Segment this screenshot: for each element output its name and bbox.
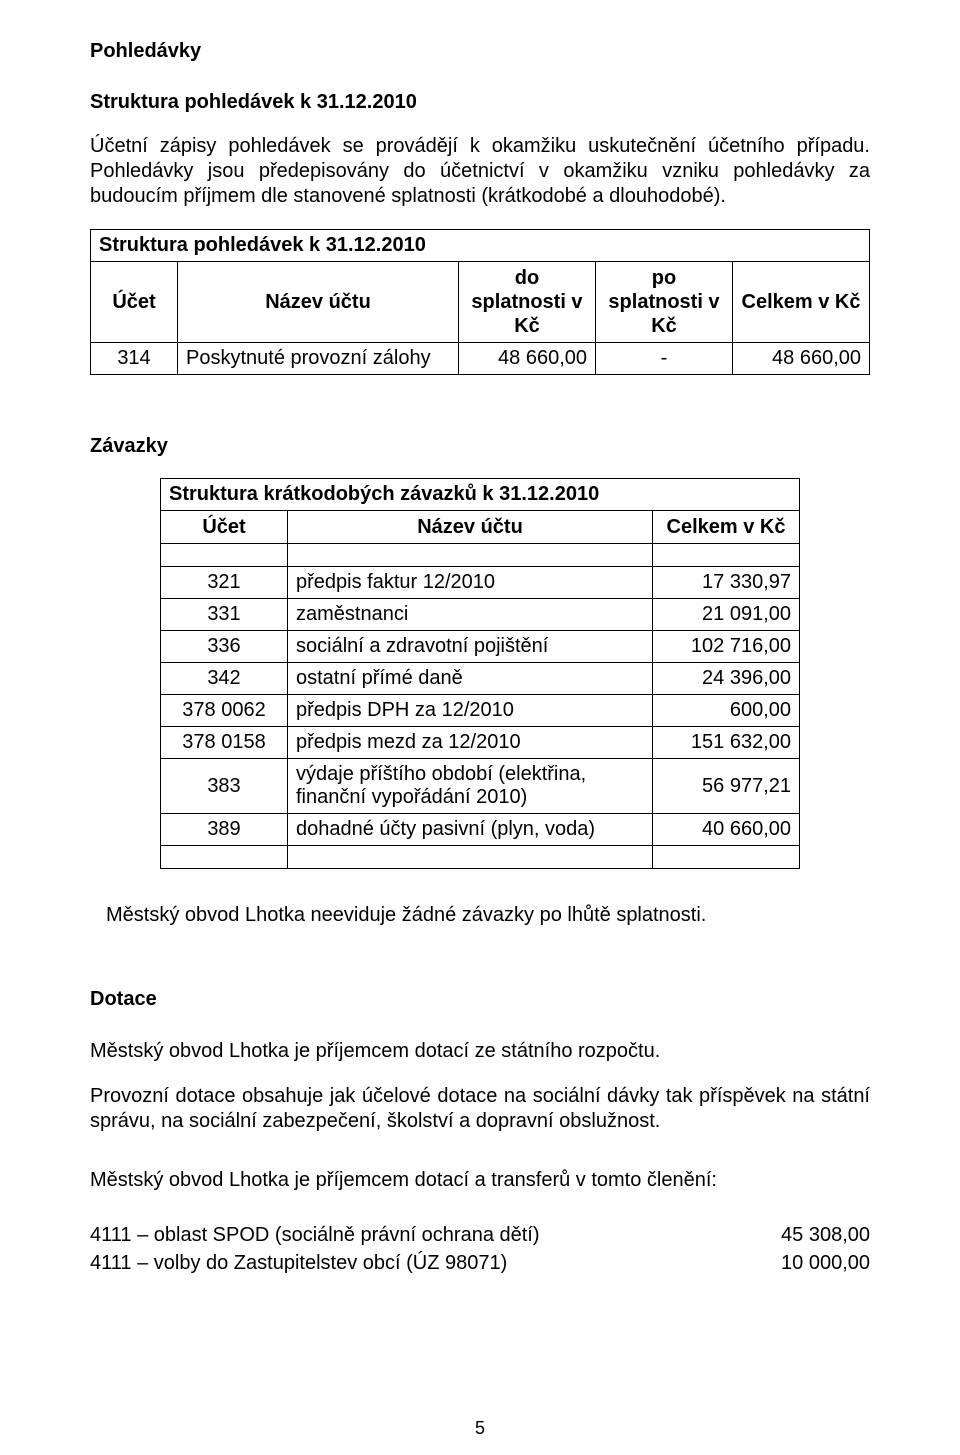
table-zavazky-caption: Struktura krátkodobých závazků k 31.12.2… [161, 479, 800, 511]
table-row: 389 dohadné účty pasivní (plyn, voda) 40… [161, 814, 800, 846]
cell-val: 151 632,00 [653, 727, 800, 759]
th-do: do splatnosti v Kč [459, 262, 596, 343]
th-celkem: Celkem v Kč [733, 262, 870, 343]
line-value: 45 308,00 [730, 1221, 870, 1249]
cell-celkem: 48 660,00 [733, 343, 870, 375]
cell-nazev: zaměstnanci [288, 599, 653, 631]
cell-ucet: 336 [161, 631, 288, 663]
cell-nazev: ostatní přímé daně [288, 663, 653, 695]
cell-val: 17 330,97 [653, 567, 800, 599]
cell-val: 102 716,00 [653, 631, 800, 663]
table-row: 383 výdaje příštího období (elektřina, f… [161, 759, 800, 814]
paragraph-zavazky-note: Městský obvod Lhotka neeviduje žádné záv… [90, 903, 870, 928]
th-ucet: Účet [161, 511, 288, 544]
table-row: 336 sociální a zdravotní pojištění 102 7… [161, 631, 800, 663]
cell-val: 40 660,00 [653, 814, 800, 846]
cell-nazev: dohadné účty pasivní (plyn, voda) [288, 814, 653, 846]
table-row-blank [161, 544, 800, 567]
line-label: 4111 – oblast SPOD (sociálně právní ochr… [90, 1221, 730, 1249]
cell-nazev: sociální a zdravotní pojištění [288, 631, 653, 663]
cell-ucet: 321 [161, 567, 288, 599]
table-pohledavky: Struktura pohledávek k 31.12.2010 Účet N… [90, 229, 870, 375]
table-row: 331 zaměstnanci 21 091,00 [161, 599, 800, 631]
th-nazev: Název účtu [288, 511, 653, 544]
paragraph-pohledavky-intro: Účetní zápisy pohledávek se provádějí k … [90, 134, 870, 209]
table-row: 378 0062 předpis DPH za 12/2010 600,00 [161, 695, 800, 727]
cell-do: 48 660,00 [459, 343, 596, 375]
section-title-zavazky: Závazky [90, 435, 870, 458]
line-value: 10 000,00 [730, 1249, 870, 1277]
subtitle-struktura: Struktura pohledávek k 31.12.2010 [90, 91, 870, 114]
table-row: 321 předpis faktur 12/2010 17 330,97 [161, 567, 800, 599]
cell-ucet: 389 [161, 814, 288, 846]
th-nazev: Název účtu [178, 262, 459, 343]
section-title-pohledavky: Pohledávky [90, 40, 870, 63]
paragraph-dotace-2: Provozní dotace obsahuje jak účelové dot… [90, 1084, 870, 1134]
dotace-line-list: 4111 – oblast SPOD (sociálně právní ochr… [90, 1221, 870, 1277]
th-celkem: Celkem v Kč [653, 511, 800, 544]
list-item: 4111 – volby do Zastupitelstev obcí (ÚZ … [90, 1249, 870, 1277]
cell-val: 56 977,21 [653, 759, 800, 814]
table-row: 314 Poskytnuté provozní zálohy 48 660,00… [91, 343, 870, 375]
list-item: 4111 – oblast SPOD (sociálně právní ochr… [90, 1221, 870, 1249]
cell-nazev: Poskytnuté provozní zálohy [178, 343, 459, 375]
table-zavazky: Struktura krátkodobých závazků k 31.12.2… [160, 478, 800, 869]
section-title-dotace: Dotace [90, 988, 870, 1011]
cell-val: 600,00 [653, 695, 800, 727]
table-row-blank [161, 846, 800, 869]
page-number: 5 [475, 1418, 485, 1439]
cell-ucet: 331 [161, 599, 288, 631]
paragraph-dotace-1: Městský obvod Lhotka je příjemcem dotací… [90, 1039, 870, 1064]
cell-ucet: 314 [91, 343, 178, 375]
cell-val: 24 396,00 [653, 663, 800, 695]
cell-ucet: 378 0158 [161, 727, 288, 759]
paragraph-dotace-3: Městský obvod Lhotka je příjemcem dotací… [90, 1168, 870, 1193]
cell-po: - [596, 343, 733, 375]
cell-nazev: předpis DPH za 12/2010 [288, 695, 653, 727]
table-row: 342 ostatní přímé daně 24 396,00 [161, 663, 800, 695]
cell-nazev: předpis mezd za 12/2010 [288, 727, 653, 759]
line-label: 4111 – volby do Zastupitelstev obcí (ÚZ … [90, 1249, 730, 1277]
cell-nazev: předpis faktur 12/2010 [288, 567, 653, 599]
cell-ucet: 378 0062 [161, 695, 288, 727]
cell-nazev: výdaje příštího období (elektřina, finan… [288, 759, 653, 814]
cell-ucet: 383 [161, 759, 288, 814]
table-pohledavky-caption: Struktura pohledávek k 31.12.2010 [91, 230, 870, 262]
cell-val: 21 091,00 [653, 599, 800, 631]
cell-ucet: 342 [161, 663, 288, 695]
th-ucet: Účet [91, 262, 178, 343]
table-row: 378 0158 předpis mezd za 12/2010 151 632… [161, 727, 800, 759]
th-po: po splatnosti v Kč [596, 262, 733, 343]
